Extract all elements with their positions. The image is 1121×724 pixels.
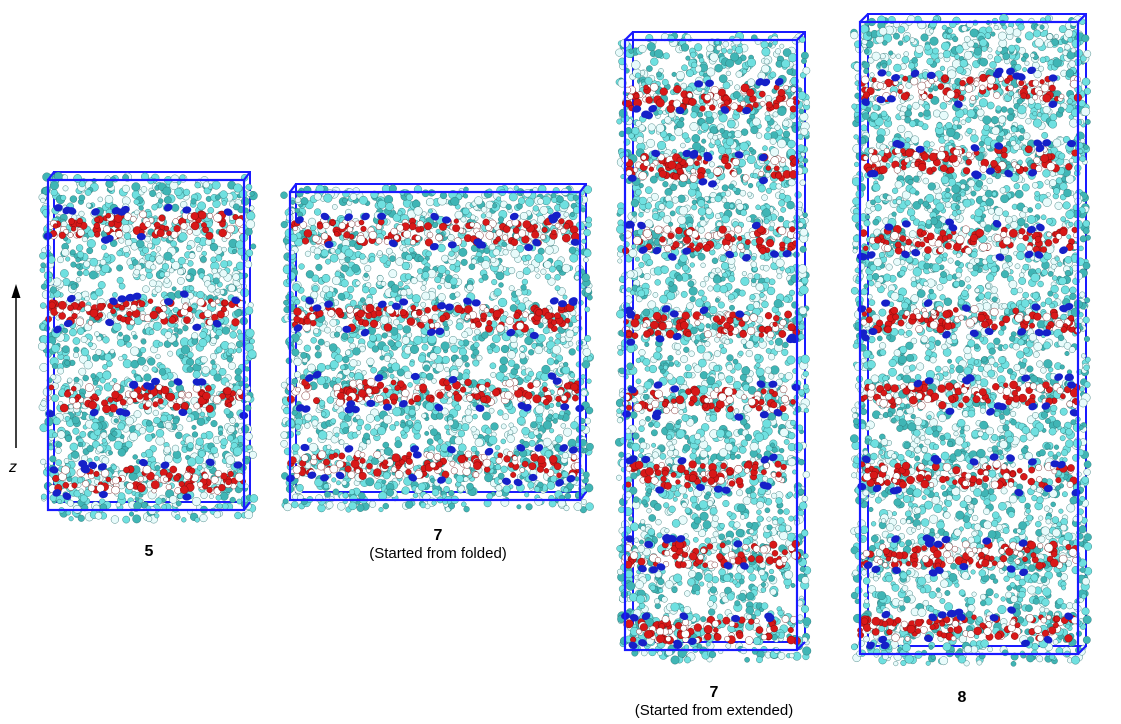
polar-layers xyxy=(856,66,1083,650)
molecule-spheres xyxy=(280,184,595,514)
panel-label-7-folded: 7 (Started from folded) xyxy=(369,527,507,563)
molecule-spheres xyxy=(850,13,1093,667)
panel-number: 5 xyxy=(144,543,154,560)
periodic-box-front xyxy=(858,13,1087,656)
panel-number: 7 xyxy=(433,527,443,544)
simulation-cell-7-folded xyxy=(280,183,595,514)
panel-note: (Started from extended) xyxy=(634,702,794,719)
simulation-cell-8 xyxy=(850,13,1093,667)
simulation-cell-7-extended xyxy=(615,31,812,665)
z-axis-label: z xyxy=(9,459,17,476)
simulation-cell-5 xyxy=(38,171,259,524)
polar-layers xyxy=(621,78,802,650)
periodic-box-front xyxy=(46,171,251,512)
panel-label-8: 8 xyxy=(958,689,967,707)
periodic-box-front xyxy=(623,31,806,652)
polar-layers xyxy=(285,211,585,487)
panel-label-5: 5 xyxy=(145,543,154,561)
panel-label-7-extended: 7 (Started from extended) xyxy=(635,684,793,720)
z-axis-arrow xyxy=(11,284,21,448)
panel-number: 7 xyxy=(709,684,719,701)
panel-number: 8 xyxy=(957,689,967,706)
periodic-box-front xyxy=(288,183,587,502)
panel-note: (Started from folded) xyxy=(369,545,507,562)
